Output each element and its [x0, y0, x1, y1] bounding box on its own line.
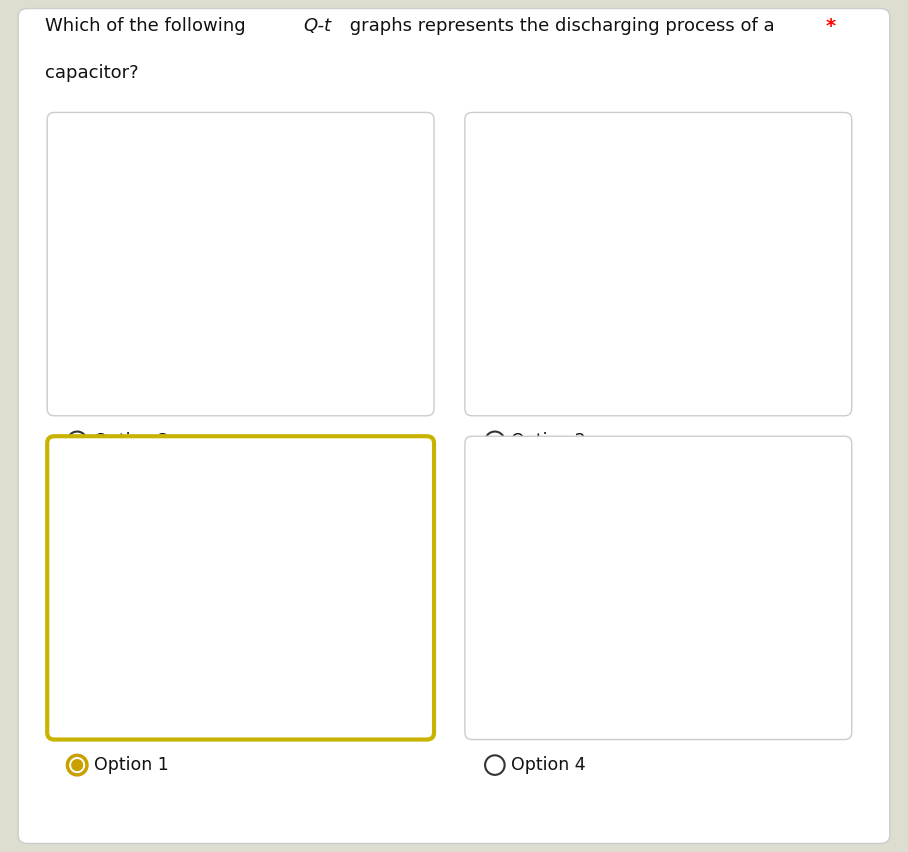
Text: Option 4: Option 4 [511, 756, 586, 774]
Text: Q: Q [548, 471, 560, 486]
Text: Option 2: Option 2 [511, 432, 586, 451]
Text: Q-t: Q-t [303, 17, 331, 35]
Text: Which of the following: Which of the following [45, 17, 252, 35]
Text: Option 1: Option 1 [94, 756, 168, 774]
Text: Q: Q [131, 147, 143, 163]
Text: graphs represents the discharging process of a: graphs represents the discharging proces… [344, 17, 775, 35]
Text: t: t [404, 349, 410, 365]
Circle shape [72, 760, 83, 770]
Text: t: t [822, 673, 828, 688]
Text: Q: Q [131, 471, 143, 486]
Text: *: * [826, 17, 836, 36]
Text: capacitor?: capacitor? [45, 64, 139, 82]
Text: Q: Q [548, 147, 560, 163]
Text: Option 3: Option 3 [94, 432, 168, 451]
Text: t: t [822, 349, 828, 365]
Text: t: t [404, 673, 410, 688]
